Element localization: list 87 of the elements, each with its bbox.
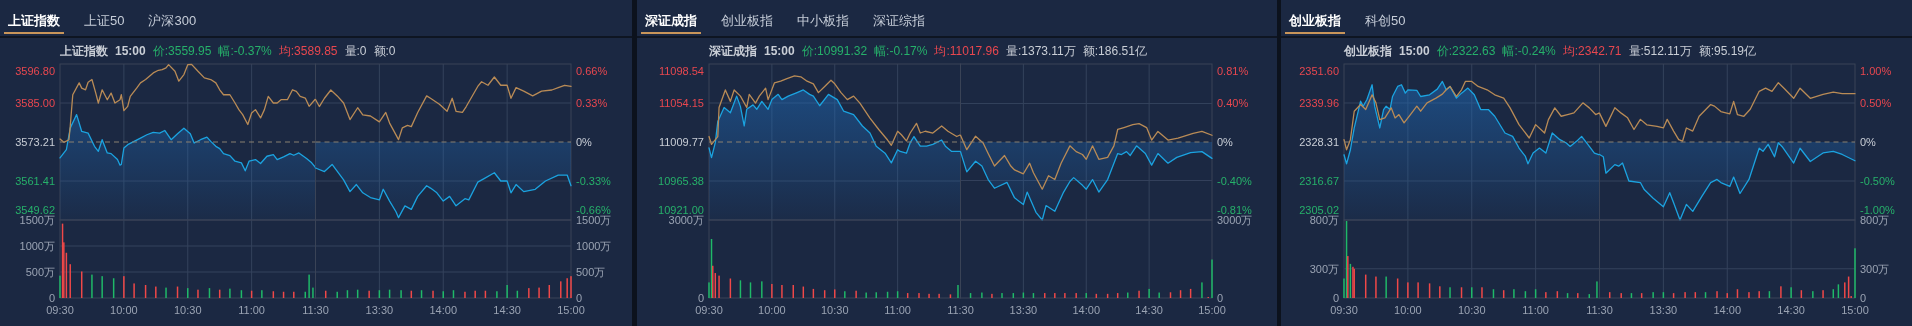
chart-subtitle: 上证指数 15:00 价:3559.95 幅:-0.37% 均:3589.85 量:0 额:0	[59, 44, 396, 58]
x-tick-label: 14:00	[1713, 304, 1742, 316]
x-tick-label: 11:00	[1522, 304, 1549, 316]
y-tick-label: 11054.15	[658, 97, 704, 109]
y-tick-label: 11009.77	[658, 136, 704, 148]
y-tick-label: 0%	[576, 136, 593, 148]
y-tick-label: 500万	[576, 266, 606, 278]
y-tick-label: 10921.00	[658, 204, 704, 216]
x-tick-label: 10:30	[820, 304, 849, 316]
y-tick-label: 500万	[25, 266, 55, 278]
y-tick-label: -0.66%	[576, 204, 612, 216]
y-tick-label: 1000万	[19, 240, 55, 252]
y-tick-label: 10965.38	[658, 175, 704, 187]
y-tick-label: -1.00%	[1860, 204, 1896, 216]
x-tick-label: 10:30	[1457, 304, 1486, 316]
x-tick-label: 10:00	[1394, 304, 1422, 316]
x-tick-label: 14:30	[1135, 304, 1163, 316]
y-tick-label: 0	[576, 292, 583, 304]
y-tick-label: 0	[697, 292, 704, 304]
x-tick-label: 15:00	[1198, 304, 1226, 316]
y-tick-label: 0	[48, 292, 55, 304]
y-tick-label: 800万	[1309, 214, 1339, 226]
x-tick-label: 13:30	[1009, 304, 1038, 316]
y-tick-label: 0	[1860, 292, 1867, 304]
chart-subtitle: 创业板指 15:00 价:2322.63 幅:-0.24% 均:2342.71 量:512.11万 额:95.19亿	[1343, 44, 1757, 58]
x-tick-label: 11:00	[884, 304, 911, 316]
y-tick-label: 1000万	[576, 240, 612, 252]
y-tick-label: 0%	[1217, 136, 1234, 148]
y-tick-label: 0	[1332, 292, 1339, 304]
y-tick-label: 2328.31	[1299, 136, 1339, 148]
x-tick-label: 09:30	[1330, 304, 1358, 316]
y-tick-label: 1500万	[19, 214, 55, 226]
y-tick-label: -0.81%	[1217, 204, 1253, 216]
y-tick-label: 3596.80	[15, 65, 55, 77]
y-tick-label: 11098.54	[658, 65, 704, 77]
x-tick-label: 14:00	[429, 304, 458, 316]
text: 沪深300	[148, 13, 197, 28]
y-tick-label: 3549.62	[15, 204, 55, 216]
y-tick-label: 2339.96	[1299, 96, 1339, 109]
chart-title: 上证指数	[7, 13, 61, 28]
y-tick-label: 0.50%	[1860, 97, 1892, 109]
x-tick-label: 09:30	[46, 304, 74, 316]
y-tick-label: 3000万	[1217, 214, 1253, 226]
x-tick-label: 11:30	[1586, 304, 1613, 316]
x-tick-label: 10:00	[110, 304, 138, 316]
chart-subtitle: 深证成指 15:00 价:10991.32 幅:-0.17% 均:11017.96 量:1373.11万 额:186.51亿	[708, 44, 1147, 58]
y-tick-label: 0.66%	[576, 65, 608, 77]
text: 上证50	[84, 13, 125, 28]
chart-title: 深证成指	[644, 13, 697, 28]
x-tick-label: 14:30	[493, 304, 521, 316]
x-tick-label: 13:30	[1649, 304, 1678, 316]
x-tick-label: 10:30	[173, 304, 202, 316]
y-tick-label: 3561.41	[15, 175, 55, 188]
y-tick-label: 1500万	[576, 214, 612, 226]
text: 中小板指	[797, 13, 849, 28]
x-tick-label: 14:30	[1777, 304, 1805, 316]
y-tick-label: 1.00%	[1860, 65, 1892, 77]
y-tick-label: 800万	[1860, 214, 1890, 226]
chart-title: 创业板指	[1288, 13, 1341, 28]
text: 深证综指	[873, 13, 925, 28]
y-tick-label: -0.50%	[1860, 175, 1896, 187]
y-tick-label: 2351.60	[1299, 65, 1339, 77]
y-tick-label: 3585.00	[15, 97, 55, 110]
y-tick-label: 0.40%	[1217, 97, 1249, 110]
x-tick-label: 11:30	[947, 304, 974, 316]
x-tick-label: 14:00	[1072, 304, 1101, 316]
y-tick-label: 0	[1217, 292, 1224, 304]
y-tick-label: -0.33%	[576, 175, 612, 187]
y-tick-label: 0%	[1860, 136, 1877, 148]
y-tick-label: 300万	[1309, 262, 1339, 275]
text: 科创50	[1365, 13, 1406, 28]
y-tick-label: 2316.67	[1299, 174, 1339, 187]
y-tick-label: -0.40%	[1217, 174, 1253, 187]
x-tick-label: 15:00	[1841, 304, 1869, 316]
y-tick-label: 3000万	[668, 214, 704, 226]
y-tick-label: 3573.21	[15, 136, 55, 148]
text: 创业板指	[721, 13, 773, 28]
y-tick-label: 0.81%	[1217, 65, 1249, 77]
x-tick-label: 09:30	[695, 304, 723, 316]
y-tick-label: 2305.02	[1299, 204, 1339, 216]
x-tick-label: 10:00	[758, 304, 786, 316]
x-tick-label: 13:30	[365, 304, 394, 316]
x-tick-label: 15:00	[557, 304, 585, 316]
x-tick-label: 11:00	[238, 304, 265, 316]
y-tick-label: 0.33%	[576, 97, 608, 109]
y-tick-label: 300万	[1860, 262, 1890, 275]
x-tick-label: 11:30	[302, 304, 329, 316]
